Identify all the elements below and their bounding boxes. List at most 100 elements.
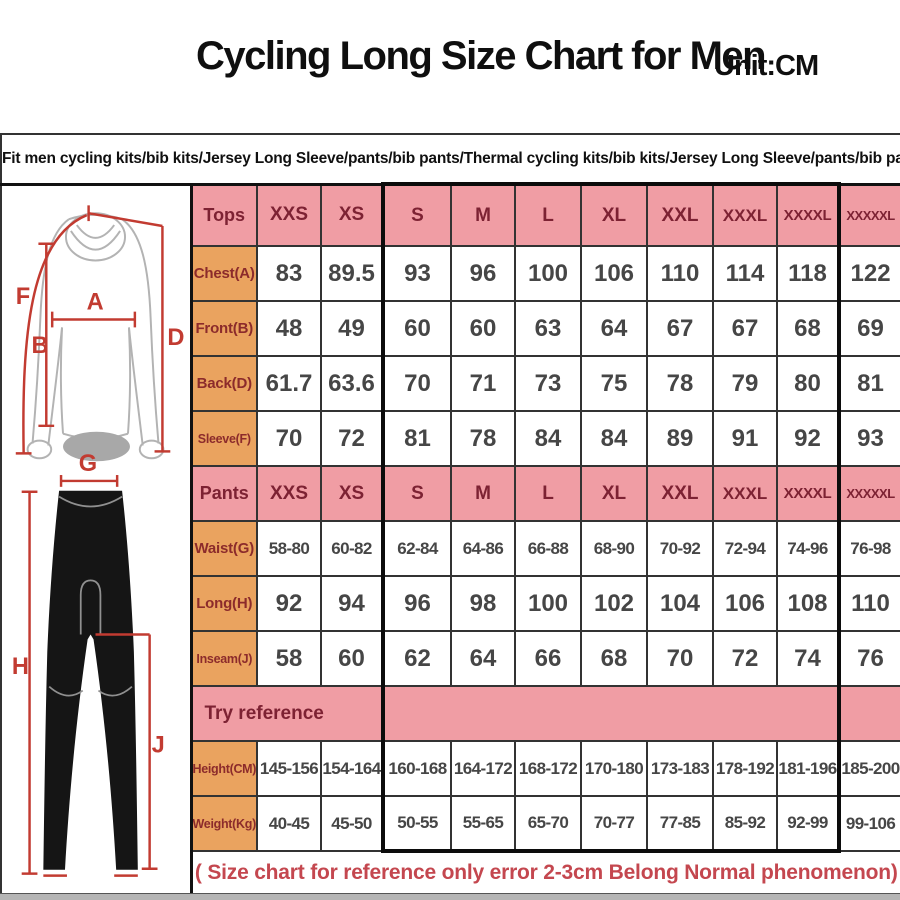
value-cell: 50-55 — [381, 795, 452, 853]
value-cell: 68-90 — [580, 520, 648, 577]
value-cell: 74 — [776, 630, 841, 687]
col-header-cell: XL — [580, 465, 648, 522]
value-cell: 160-168 — [381, 740, 452, 797]
value-cell: 68 — [776, 300, 841, 357]
col-header-cell: L — [514, 182, 582, 247]
value-cell: 55-65 — [450, 795, 516, 853]
value-cell: 80 — [776, 355, 841, 412]
value-cell: 96 — [450, 245, 516, 302]
value-cell: 67 — [712, 300, 778, 357]
value-cell: 104 — [646, 575, 714, 632]
unit-label: Unit:CM — [714, 50, 819, 82]
row-label-cell: Chest(A) — [190, 245, 258, 302]
value-cell: 164-172 — [450, 740, 516, 797]
try-reference-cell: Try reference — [190, 685, 384, 742]
value-cell: 89.5 — [320, 245, 384, 302]
value-cell: 66 — [514, 630, 582, 687]
value-cell: 70-92 — [646, 520, 714, 577]
col-header-cell: M — [450, 182, 516, 247]
table-row: Weight(Kg) 40-45 45-50 50-55 55-65 65-70 70-77… — [1, 795, 900, 853]
value-cell: 66-88 — [514, 520, 582, 577]
value-cell: 122 — [837, 245, 900, 302]
value-cell: 62 — [381, 630, 452, 687]
size-guide-illustration: F A B D G H J — [12, 204, 184, 877]
value-cell: 61.7 — [256, 355, 322, 412]
try-reference-row: Try reference — [1, 685, 900, 742]
value-cell: 72 — [320, 410, 384, 467]
section-header-cell: Tops — [190, 183, 258, 247]
col-header-cell: XXL — [646, 182, 714, 247]
value-cell: 154-164 — [320, 740, 384, 797]
col-header-cell: L — [514, 465, 582, 522]
fit-description-row: Fit men cycling kits/bib kits/Jersey Lon… — [0, 133, 900, 186]
value-cell: 76-98 — [837, 520, 900, 577]
value-cell: 96 — [381, 575, 452, 632]
value-cell: 75 — [580, 355, 648, 412]
value-cell: 99-106 — [837, 795, 900, 852]
value-cell: 100 — [514, 575, 582, 632]
col-header-cell: XXXL — [712, 182, 778, 247]
value-cell: 178-192 — [712, 740, 778, 797]
jersey-measure-lines — [15, 204, 171, 487]
value-cell: 70 — [256, 410, 322, 467]
value-cell: 106 — [580, 245, 648, 302]
measure-label-A: A — [87, 289, 104, 315]
value-cell: 93 — [837, 410, 900, 467]
row-label-cell: Long(H) — [190, 575, 258, 632]
value-cell: 60-82 — [320, 520, 384, 577]
col-header-cell: XXXL — [712, 465, 778, 522]
value-cell: 89 — [646, 410, 714, 467]
value-cell: 64-86 — [450, 520, 516, 577]
value-cell: 74-96 — [776, 520, 841, 577]
value-cell: 110 — [646, 245, 714, 302]
col-header-cell: XXXXXL — [837, 465, 900, 522]
value-cell: 72-94 — [712, 520, 778, 577]
value-cell: 118 — [776, 245, 841, 302]
pants-figure — [43, 490, 138, 870]
value-cell: 83 — [256, 245, 322, 302]
measure-label-J: J — [152, 732, 165, 758]
table-row: Long(H) 92 94 96 98 100 102 104 106 108 110 — [1, 575, 900, 632]
value-cell: 79 — [712, 355, 778, 412]
try-reference-spacer — [837, 685, 900, 742]
col-header-cell: S — [381, 182, 452, 247]
measure-label-G: G — [79, 451, 97, 477]
value-cell: 40-45 — [256, 795, 322, 852]
value-cell: 170-180 — [580, 740, 648, 797]
value-cell: 72 — [712, 630, 778, 687]
try-reference-spacer — [381, 685, 841, 742]
value-cell: 49 — [320, 300, 384, 357]
value-cell: 73 — [514, 355, 582, 412]
size-table: Fit men cycling kits/bib kits/Jersey Lon… — [0, 133, 900, 895]
value-cell: 92 — [776, 410, 841, 467]
pants-measure-lines — [21, 490, 158, 877]
table-row: Chest(A) 83 89.5 93 96 100 106 110 114 118 122 — [1, 245, 900, 302]
table-row: Back(D) 61.7 63.6 70 71 73 75 78 79 80 81 — [1, 355, 900, 412]
value-cell: 58 — [256, 630, 322, 687]
col-header-cell: XL — [580, 182, 648, 247]
value-cell: 93 — [381, 245, 452, 302]
value-cell: 60 — [381, 300, 452, 357]
measure-label-H: H — [12, 653, 29, 679]
value-cell: 70 — [646, 630, 714, 687]
value-cell: 71 — [450, 355, 516, 412]
size-header-row: Pants XXS XS S M L XL XXL XXXL XXXXL XXXXXL — [1, 465, 900, 522]
value-cell: 78 — [646, 355, 714, 412]
table-row: Sleeve(F) 70 72 81 78 84 84 89 91 92 93 — [1, 410, 900, 467]
value-cell: 60 — [450, 300, 516, 357]
illustration-cell: F A B D G H J — [0, 183, 193, 895]
value-cell: 84 — [514, 410, 582, 467]
value-cell: 92 — [256, 575, 322, 632]
value-cell: 63.6 — [320, 355, 384, 412]
value-cell: 94 — [320, 575, 384, 632]
value-cell: 91 — [712, 410, 778, 467]
table-row: Inseam(J) 58 60 62 64 66 68 70 72 74 76 — [1, 630, 900, 687]
value-cell: 85-92 — [712, 795, 778, 853]
value-cell: 102 — [580, 575, 648, 632]
row-label-cell: Front(B) — [190, 300, 258, 357]
measure-label-F: F — [16, 283, 30, 309]
col-header-cell: M — [450, 465, 516, 522]
row-label-cell: Weight(Kg) — [190, 795, 258, 852]
table-row: Front(B) 48 49 60 60 63 64 67 67 68 69 — [1, 300, 900, 357]
